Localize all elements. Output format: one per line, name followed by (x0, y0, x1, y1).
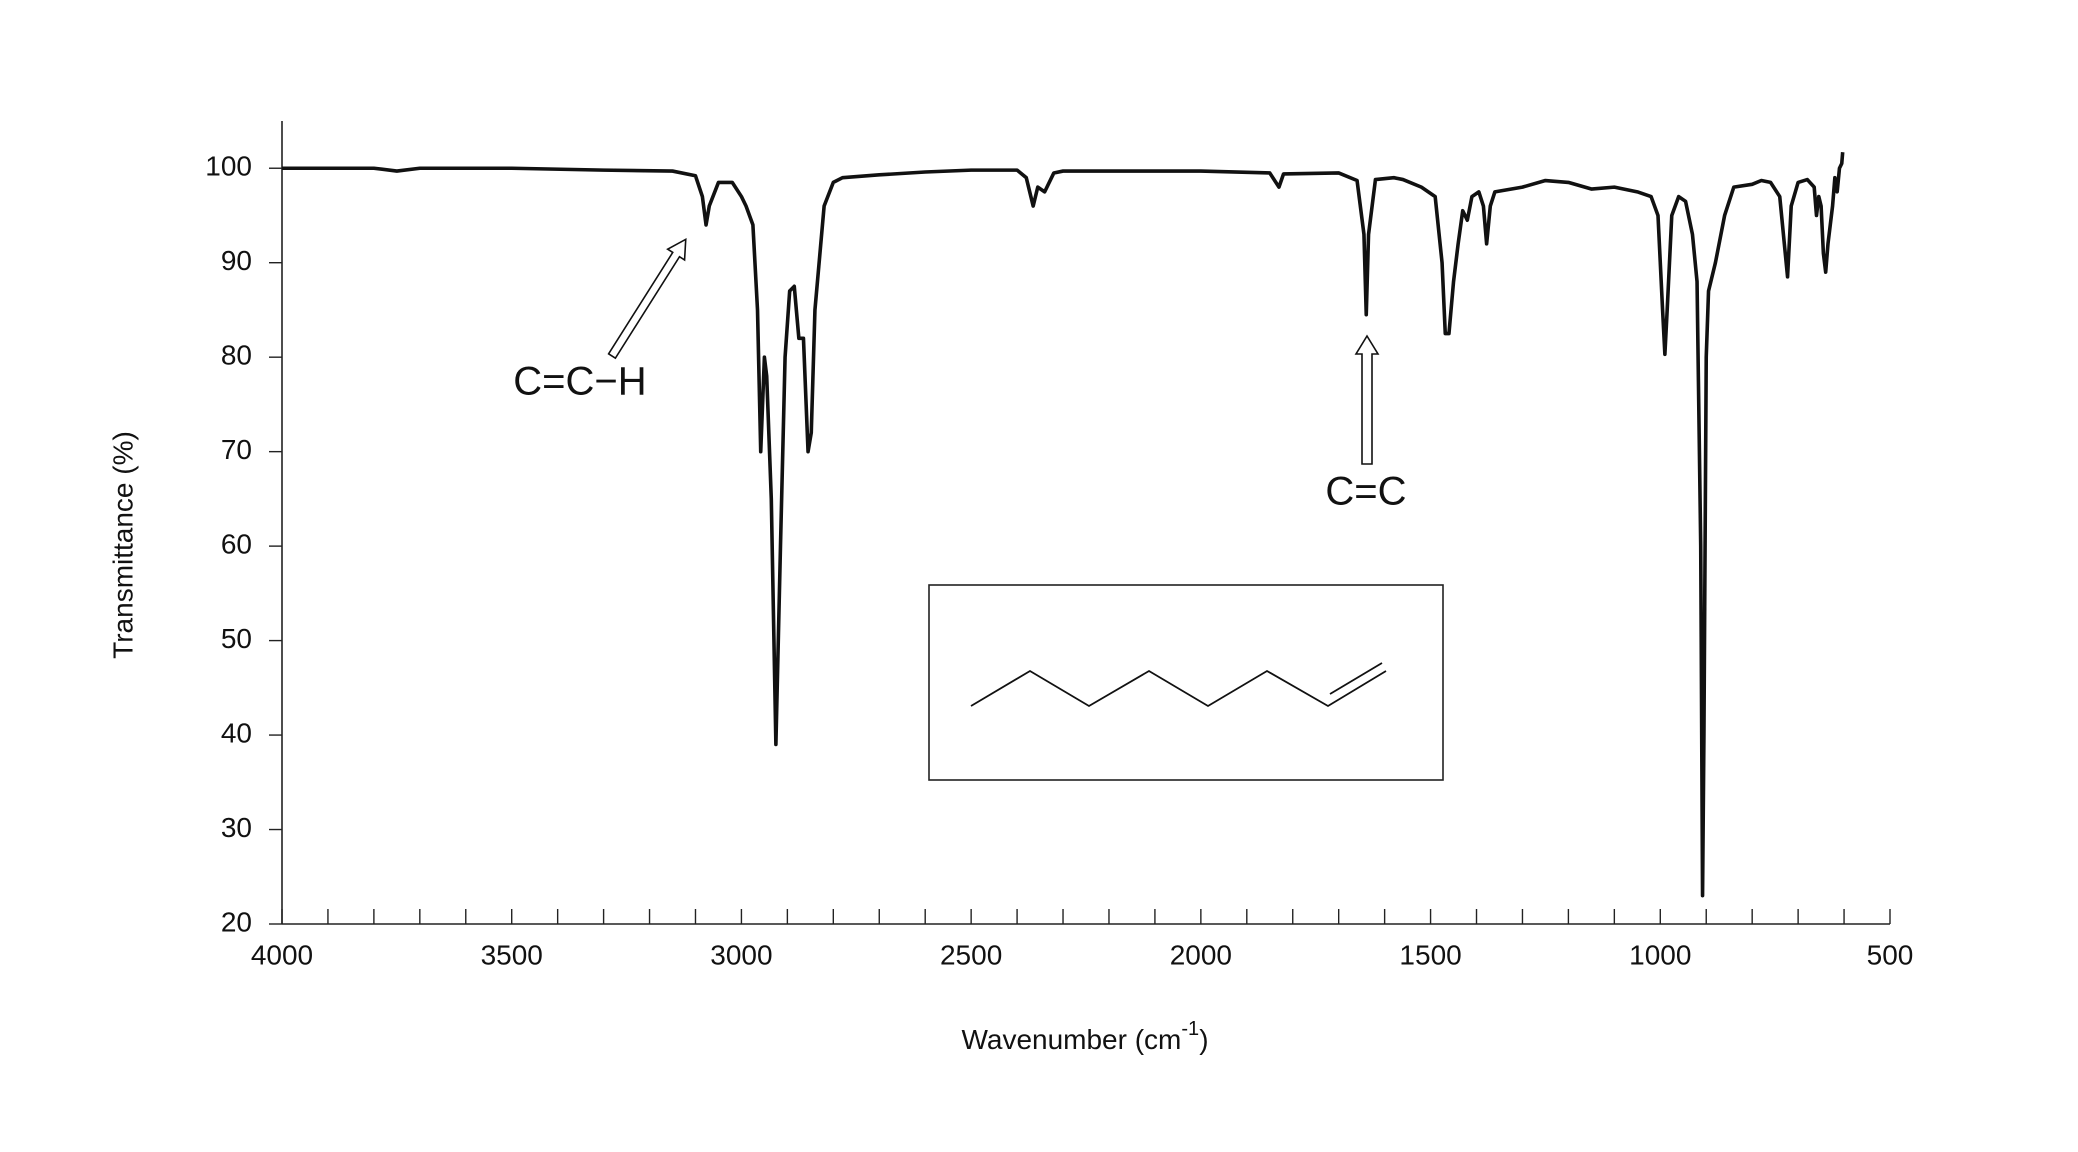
spectrum-line (282, 152, 1845, 898)
x-tick-label: 1000 (1629, 939, 1691, 970)
x-tick-label: 2000 (1170, 939, 1232, 970)
y-tick-label: 100 (205, 151, 252, 182)
x-tick-label: 4000 (251, 939, 313, 970)
x-axis-label-text: Wavenumber (cm (961, 1024, 1181, 1055)
y-tick-label: 50 (221, 623, 252, 654)
axes (281, 121, 1890, 925)
x-axis-label-tail: ) (1199, 1024, 1208, 1055)
annotation: C=C−H (513, 360, 646, 404)
y-tick-label: 70 (221, 434, 252, 465)
arrow-shape (607, 237, 687, 360)
x-tick-label: 3500 (481, 939, 543, 970)
x-axis-label: Wavenumber (cm-1) (961, 1018, 1208, 1055)
x-tick-label: 3000 (710, 939, 772, 970)
x-tick-label: 500 (1867, 939, 1914, 970)
x-tick-label: 2500 (940, 939, 1002, 970)
annotation: C=C (1325, 470, 1406, 514)
y-tick-label: 90 (221, 245, 252, 276)
y-tick-label: 30 (221, 812, 252, 843)
annotation-arrow (607, 237, 687, 360)
y-tick-label: 40 (221, 717, 252, 748)
y-axis-label: Transmittance (%) (107, 431, 138, 659)
inset-box (928, 584, 1444, 781)
annotation-arrow (1354, 334, 1380, 465)
structure-inset (928, 584, 1444, 781)
x-tick-label: 1500 (1399, 939, 1461, 970)
arrow-shape (1354, 334, 1380, 465)
y-tick-label: 60 (221, 529, 252, 560)
double-bond (1329, 662, 1383, 695)
x-axis-label-sup: -1 (1181, 1018, 1199, 1040)
y-tick-label: 80 (221, 340, 252, 371)
y-tick-label: 20 (221, 906, 252, 937)
molecule-skeleton (970, 669, 1387, 708)
